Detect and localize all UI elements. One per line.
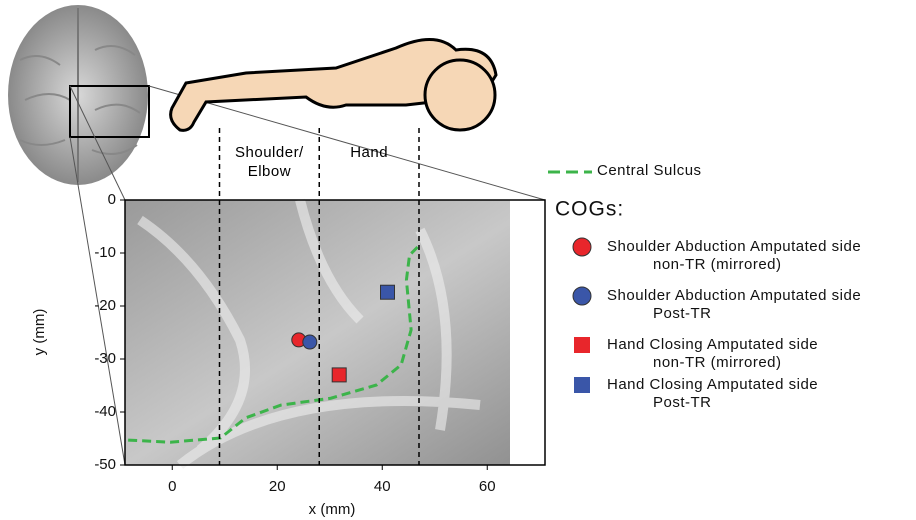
legend-marker <box>573 287 591 305</box>
legend-label: Hand Closing Amputated side Post-TR <box>607 376 818 412</box>
y-tick-label: -30 <box>94 350 116 367</box>
figure: x (mm) y (mm) COGs: 0 20 40 60 0 -10 -20 -30 -40… <box>0 0 916 520</box>
x-tick-label: 0 <box>168 478 176 495</box>
cog-point <box>303 335 317 349</box>
cog-point <box>381 285 395 299</box>
x-tick-label: 60 <box>479 478 496 495</box>
legend-marker <box>574 377 590 393</box>
x-axis-label: x (mm) <box>309 501 356 518</box>
legend-marker <box>573 238 591 256</box>
legend-title: COGs: <box>555 198 624 221</box>
brain-edge <box>510 200 545 465</box>
legend-label: Hand Closing Amputated side non-TR (mirr… <box>607 336 818 372</box>
y-axis-label: y (mm) <box>31 309 48 356</box>
y-tick-label: -40 <box>94 403 116 420</box>
region-label: Shoulder/ Elbow <box>219 143 319 181</box>
y-tick-label: -10 <box>94 244 116 261</box>
person-illustration <box>171 39 496 130</box>
region-label: Hand <box>319 143 419 162</box>
y-tick-label: -20 <box>94 297 116 314</box>
brain-surface <box>125 200 545 465</box>
cog-point <box>332 368 346 382</box>
y-tick-label: -50 <box>94 456 116 473</box>
x-tick-label: 20 <box>269 478 286 495</box>
x-tick-label: 40 <box>374 478 391 495</box>
legend-marker <box>574 337 590 353</box>
legend-label: Central Sulcus <box>597 162 702 180</box>
legend-label: Shoulder Abduction Amputated side Post-T… <box>607 287 861 323</box>
y-tick-label: 0 <box>108 191 116 208</box>
legend-label: Shoulder Abduction Amputated side non-TR… <box>607 238 861 274</box>
